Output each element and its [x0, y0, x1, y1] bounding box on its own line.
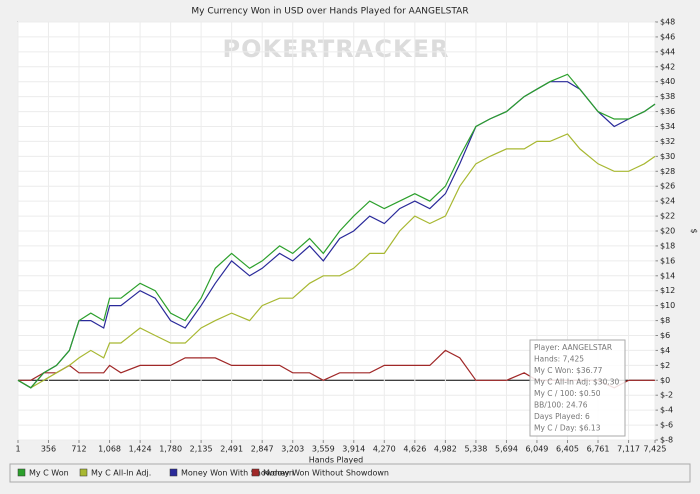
y-tick-label: $-6	[660, 421, 673, 430]
x-tick-label: 4,626	[403, 445, 426, 454]
x-tick-label: 1	[15, 445, 20, 454]
y-tick-label: $20	[660, 227, 675, 236]
x-tick-label: 712	[71, 445, 86, 454]
tooltip-box	[529, 339, 626, 437]
y-tick-label: $32	[660, 137, 675, 146]
series-line	[17, 73, 656, 389]
legend-label: My C All-In Adj.	[91, 469, 151, 478]
x-tick-label: 5,338	[464, 445, 487, 454]
x-tick-label: 1,780	[159, 445, 182, 454]
y-tick-label: $-8	[660, 436, 673, 445]
x-tick-label: 6,405	[556, 445, 579, 454]
x-tick-label: 1,424	[129, 445, 152, 454]
x-tick-label: 5,694	[495, 445, 518, 454]
y-tick-label: $26	[660, 182, 675, 191]
x-tick-label: 7,117	[617, 445, 640, 454]
legend-swatch	[169, 468, 178, 477]
y-tick-label: $18	[660, 241, 675, 250]
y-tick-label: $46	[660, 32, 675, 41]
y-tick-label: $36	[660, 107, 675, 116]
y-tick-label: $8	[660, 316, 670, 325]
x-tick-label: 6,761	[587, 445, 610, 454]
x-tick-label: 2,491	[220, 445, 243, 454]
y-tick-label: $44	[660, 47, 675, 56]
y-tick-label: $40	[660, 77, 675, 86]
y-tick-label: $-4	[660, 406, 673, 415]
x-tick-label: 4,270	[373, 445, 396, 454]
x-axis-label: Hands Played	[309, 456, 363, 465]
x-tick-label: 3,914	[342, 445, 365, 454]
legend-swatch	[17, 468, 26, 477]
y-tick-label: $10	[660, 301, 675, 310]
y-tick-label: $22	[660, 212, 675, 221]
legend-swatch	[251, 468, 260, 477]
tooltip-line: Hands: 7,425	[534, 355, 584, 364]
tooltip-line: My C Won: $36.77	[534, 366, 603, 375]
x-tick-label: 2,135	[190, 445, 213, 454]
y-tick-label: $14	[660, 271, 675, 280]
y-tick-label: $-2	[660, 391, 673, 400]
tooltip-line: My C / 100: $0.50	[534, 389, 601, 398]
y-tick-label: $0	[660, 376, 670, 385]
x-tick-label: 356	[41, 445, 56, 454]
x-tick-label: 6,049	[525, 445, 548, 454]
y-tick-label: $42	[660, 62, 675, 71]
y-tick-label: $34	[660, 122, 675, 131]
y-tick-label: $48	[660, 18, 675, 27]
tooltip-line: My C / Day: $6.13	[534, 424, 601, 433]
y-tick-label: $30	[660, 152, 675, 161]
legend-label: Money Won With Showdown	[181, 469, 294, 478]
y-tick-label: $24	[660, 197, 675, 206]
x-tick-label: 3,203	[281, 445, 304, 454]
y-tick-label: $4	[660, 346, 670, 355]
legend-swatch	[79, 468, 88, 477]
y-tick-label: $2	[660, 361, 670, 370]
legend-label: Money Won Without Showdown	[263, 469, 389, 478]
tooltip-line: My C All-In Adj: $30.30	[534, 378, 619, 387]
x-tick-label: 1,068	[98, 445, 121, 454]
y-tick-label: $28	[660, 167, 675, 176]
chart-title: My Currency Won in USD over Hands Played…	[191, 7, 468, 17]
legend	[9, 463, 691, 483]
legend-label: My C Won	[29, 469, 69, 478]
x-tick-label: 2,847	[251, 445, 274, 454]
y-tick-label: $12	[660, 286, 675, 295]
y-tick-label: $6	[660, 331, 670, 340]
watermark: POKERTRACKER	[223, 35, 450, 63]
x-tick-label: 7,425	[644, 445, 667, 454]
tooltip-line: Days Played: 6	[534, 412, 590, 421]
y-tick-label: $38	[660, 92, 675, 101]
series-line	[17, 133, 656, 389]
y-tick-label: $16	[660, 256, 675, 265]
tooltip-line: BB/100: 24.76	[534, 401, 588, 410]
y-axis-label: $	[690, 228, 699, 233]
x-tick-label: 3,559	[312, 445, 335, 454]
tooltip-line: Player: AANGELSTAR	[534, 343, 612, 352]
x-tick-label: 4,982	[434, 445, 457, 454]
